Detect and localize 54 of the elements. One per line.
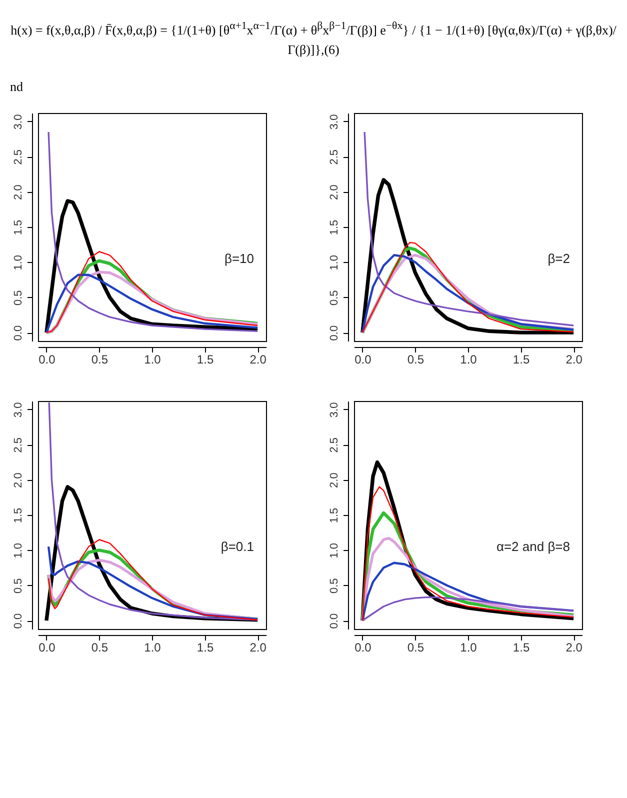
x-tick-label: 1.5: [512, 640, 530, 654]
y-tick-label: 1.5: [12, 220, 24, 235]
x-tick-label: 1.0: [460, 640, 478, 654]
annotation: α=2 and β=8: [496, 538, 570, 554]
y-tick-label: 2.0: [328, 184, 340, 200]
y-tick-label: 0.5: [328, 290, 340, 306]
y-tick-label: 1.0: [12, 542, 24, 558]
x-tick-label: 1.0: [460, 352, 478, 366]
y-tick-label: 0.0: [328, 325, 340, 341]
x-tick-label: 1.5: [512, 352, 530, 366]
x-tick-label: 0.5: [91, 352, 108, 366]
y-tick-label: 1.5: [328, 508, 340, 523]
x-tick-label: 0.0: [354, 352, 372, 366]
y-tick-label: 2.5: [328, 437, 340, 453]
annotation: β=10: [224, 250, 254, 266]
y-tick-label: 2.5: [12, 149, 24, 165]
y-tick-label: 3.0: [12, 114, 24, 130]
x-tick-label: 0.5: [407, 640, 424, 654]
x-tick-label: 0.0: [38, 640, 56, 654]
y-tick-label: 2.5: [12, 437, 24, 453]
x-tick-label: 2.0: [566, 640, 583, 654]
y-tick-label: 2.0: [12, 472, 24, 488]
y-tick-label: 0.0: [12, 613, 24, 629]
y-tick-label: 0.0: [12, 325, 24, 341]
y-tick-label: 0.0: [328, 613, 340, 629]
x-tick-label: 2.0: [250, 352, 267, 366]
y-tick-label: 2.5: [328, 149, 340, 165]
y-tick-label: 2.0: [328, 472, 340, 488]
x-tick-label: 0.5: [91, 640, 108, 654]
y-tick-label: 3.0: [12, 402, 24, 418]
y-tick-label: 1.0: [328, 254, 340, 270]
x-tick-label: 1.0: [144, 640, 162, 654]
text: nd: [10, 78, 24, 96]
y-tick-label: 3.0: [328, 114, 340, 130]
x-tick-label: 0.5: [407, 352, 424, 366]
y-tick-label: 1.5: [12, 508, 24, 523]
text: h(x) = f(x,θ,α,β) / F̄(x,θ,α,β) = {1/(1+θ) [θ$^{α+1}$x$^{α−1}$/Γ(α) + θ$^{β}$x$^{β−1}$/Γ(β)] e$^{−θx}$} / {1 − 1/(1+θ) [θγ(α,θx)/Γ(α) + γ(β,θx)/Γ(β)]},(6): [10, 20, 616, 57]
x-tick-label: 1.5: [196, 640, 214, 654]
y-tick-label: 3.0: [328, 402, 340, 418]
y-tick-label: 0.5: [328, 578, 340, 594]
y-tick-label: 0.5: [12, 578, 24, 594]
x-tick-label: 1.0: [144, 352, 162, 366]
x-tick-label: 1.5: [196, 352, 214, 366]
y-tick-label: 1.0: [12, 254, 24, 270]
x-tick-label: 2.0: [566, 352, 583, 366]
annotation: β=2: [548, 250, 570, 266]
y-tick-label: 2.0: [12, 184, 24, 200]
y-tick-label: 0.5: [12, 290, 24, 306]
x-tick-label: 2.0: [250, 640, 267, 654]
annotation: β=0.1: [220, 538, 254, 554]
x-tick-label: 0.0: [354, 640, 372, 654]
y-tick-label: 1.0: [328, 542, 340, 558]
x-tick-label: 0.0: [38, 352, 56, 366]
y-tick-label: 1.5: [328, 220, 340, 235]
